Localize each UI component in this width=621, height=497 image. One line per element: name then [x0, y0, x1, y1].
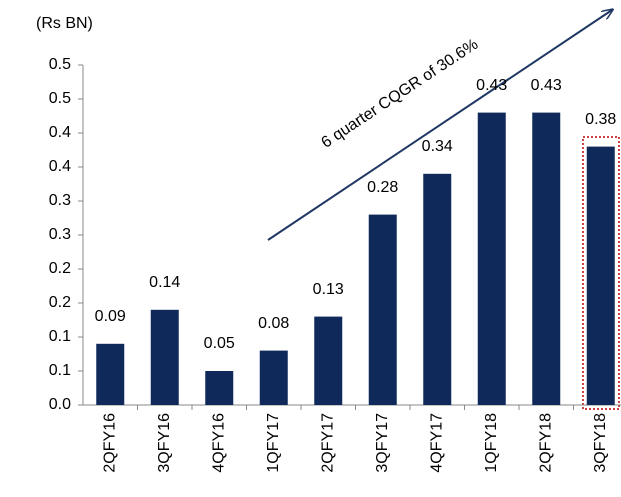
- data-label: 0.43: [531, 77, 562, 94]
- y-tick-label: 0.5: [49, 56, 71, 73]
- x-tick-label: 3QFY17: [374, 413, 391, 473]
- data-label: 0.43: [476, 77, 507, 94]
- y-tick-label: 0.1: [49, 362, 71, 379]
- y-tick-label: 0.2: [49, 260, 71, 277]
- y-tick-label: 0.4: [49, 158, 71, 175]
- bar: [150, 309, 179, 405]
- data-label: 0.28: [367, 179, 398, 196]
- bar: [314, 316, 343, 405]
- bar: [96, 343, 125, 405]
- data-label: 0.38: [585, 111, 616, 128]
- bar: [259, 350, 288, 405]
- y-tick-label: 0.2: [49, 294, 71, 311]
- x-tick-label: 3QFY16: [156, 413, 173, 473]
- data-label: 0.09: [95, 308, 126, 325]
- bar: [368, 214, 397, 405]
- bar: [477, 112, 506, 405]
- x-tick-label: 4QFY16: [210, 413, 227, 473]
- highlight-box: [582, 136, 620, 410]
- x-tick-label: 3QFY18: [592, 413, 609, 473]
- x-tick-label: 1QFY18: [483, 413, 500, 473]
- annotation: 6 quarter CQGR of 30.6%: [318, 36, 481, 152]
- x-tick-label: 2QFY16: [101, 413, 118, 473]
- data-label: 0.08: [258, 315, 289, 332]
- y-tick-label: 0.3: [49, 226, 71, 243]
- bar: [205, 371, 234, 405]
- x-tick-label: 2QFY17: [319, 413, 336, 473]
- y-tick-label: 0.3: [49, 192, 71, 209]
- data-label: 0.05: [204, 335, 235, 352]
- x-tick-label: 2QFY18: [537, 413, 554, 473]
- data-label: 0.13: [313, 281, 344, 298]
- bar: [532, 112, 561, 405]
- trend-arrow: [267, 10, 612, 241]
- unit-label: (Rs BN): [36, 15, 93, 32]
- data-label: 0.14: [149, 274, 180, 291]
- y-tick-label: 0.5: [49, 90, 71, 107]
- x-tick-label: 4QFY17: [428, 413, 445, 473]
- y-tick-label: 0.0: [49, 396, 71, 413]
- y-tick-label: 0.1: [49, 328, 71, 345]
- bar: [586, 146, 615, 405]
- data-label: 0.34: [422, 138, 453, 155]
- bar: [423, 173, 452, 405]
- y-tick-label: 0.4: [49, 124, 71, 141]
- x-tick-label: 1QFY17: [265, 413, 282, 473]
